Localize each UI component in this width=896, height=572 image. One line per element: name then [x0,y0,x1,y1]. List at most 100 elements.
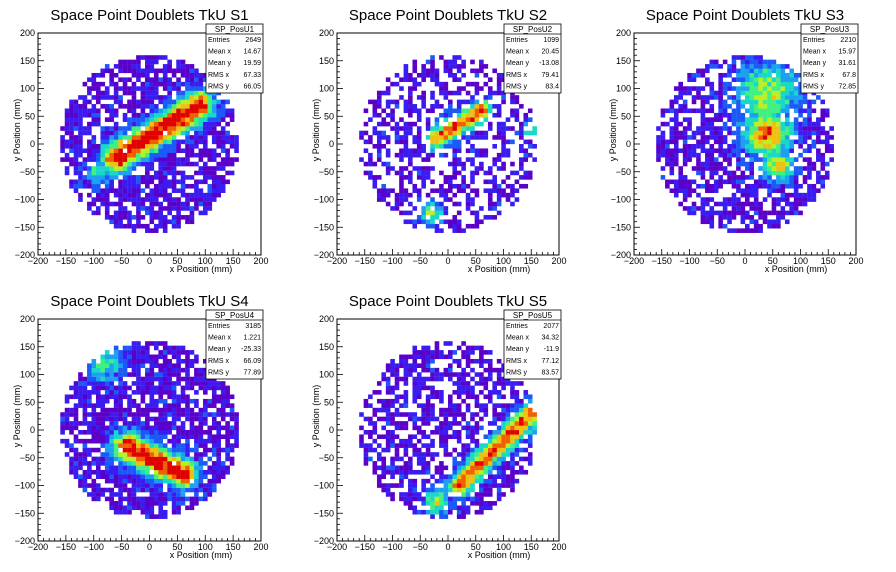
heatmap-cell [109,354,114,360]
heatmap-cell [113,412,119,417]
heatmap-cell [687,188,692,193]
heatmap-cell [385,407,391,413]
heatmap-cell [452,201,458,207]
heatmap-cell [220,183,226,189]
heatmap-cell [162,474,168,479]
heatmap-cell [510,469,515,475]
heatmap-cell [430,403,435,408]
heatmap-cell [487,394,493,400]
heatmap-cell [421,376,426,382]
heatmap-cell [474,447,480,453]
heatmap-cell [211,465,217,471]
x-tick-label: −200 [28,542,48,552]
heatmap-cell [705,77,710,82]
heatmap-cell [705,117,710,122]
heatmap-cell [474,345,480,351]
heatmap-cell [381,398,386,404]
heatmap-cell [198,421,204,426]
heatmap-cell [113,509,119,515]
heatmap-cell [171,161,177,167]
heatmap-cell [749,192,755,198]
heatmap-cell [789,104,794,109]
heatmap-cell [399,483,404,488]
heatmap-cell [158,126,164,131]
heatmap-cell [149,161,155,167]
heatmap-cell [519,104,524,109]
heatmap-cell [416,363,422,368]
heatmap-cell [470,112,475,118]
heatmap-cell [403,398,409,404]
heatmap-cell [87,412,92,417]
heatmap-cell [425,385,431,391]
heatmap-cell [811,99,817,105]
heatmap-cell [767,192,772,198]
heatmap-cell [718,81,723,87]
heatmap-cell [465,492,471,497]
heatmap-cell [82,148,88,154]
heatmap-cell [434,452,440,457]
heatmap-cell [95,210,101,216]
heatmap-cell [740,68,746,74]
heatmap-cell [140,161,146,167]
heatmap-cell [145,505,150,511]
stats-label-rms-x: RMS x [803,72,825,79]
heatmap-cell [203,496,208,502]
heatmap-cell [149,358,155,364]
heatmap-cell [780,95,786,100]
heatmap-cell [153,139,159,145]
heatmap-cell [140,188,146,193]
heatmap-cell [767,108,772,114]
heatmap-cell [203,372,208,377]
heatmap-cell [60,126,65,131]
chart-panel-3: Space Point Doublets TkU S3−200 −150 −100−… [608,7,864,274]
heatmap-cell [185,452,190,457]
heatmap-cell [87,465,92,471]
heatmap-cell [73,112,79,118]
heatmap-cell [501,447,506,453]
heatmap-cell [430,77,435,82]
heatmap-cell [203,421,208,426]
heatmap-cell [443,126,449,131]
heatmap-cell [167,385,172,391]
heatmap-cell [113,452,119,457]
heatmap-cell [95,112,101,118]
heatmap-cell [474,492,480,497]
heatmap-cell [434,394,440,400]
heatmap-cell [381,461,386,466]
heatmap-cell [180,496,186,502]
heatmap-cell [430,90,435,96]
heatmap-cell [162,188,168,193]
stats-label-mean-x: Mean x [208,335,231,342]
heatmap-cell [501,456,506,462]
heatmap-cell [519,425,524,431]
heatmap-cell [483,108,489,114]
heatmap-cell [722,135,728,140]
y-tick-label: 150 [20,56,35,66]
heatmap-cell [807,148,812,154]
heatmap-cell [421,452,426,457]
heatmap-cell [421,385,426,391]
heatmap-cell [118,496,123,502]
heatmap-cell [211,394,217,400]
heatmap-cell [385,121,391,127]
heatmap-cell [127,219,132,225]
heatmap-cell [185,487,190,493]
heatmap-cell [149,394,155,400]
heatmap-cell [60,430,65,435]
x-axis-label: x Position (mm) [468,264,531,274]
heatmap-cell [771,144,777,149]
heatmap-cell [487,438,493,444]
heatmap-cell [789,72,794,78]
heatmap-cell [483,358,489,364]
heatmap-cell [234,157,239,162]
heatmap-cell [363,139,369,145]
heatmap-cell [211,452,217,457]
heatmap-cell [149,354,155,360]
heatmap-cell [176,505,181,511]
heatmap-cell [216,175,222,180]
heatmap-cell [678,175,683,180]
heatmap-cell [118,206,123,211]
heatmap-cell [465,117,471,122]
heatmap-cell [483,188,489,193]
heatmap-cell [705,108,710,114]
